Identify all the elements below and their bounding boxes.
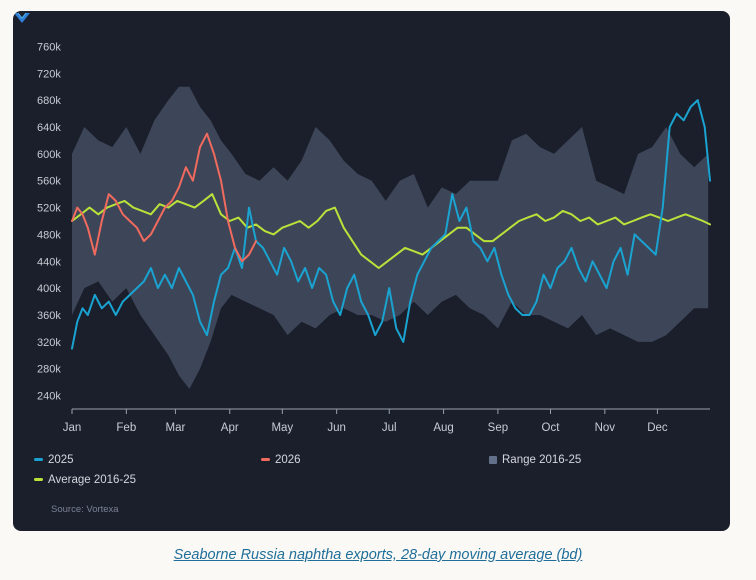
y-tick-label: 720k bbox=[37, 68, 61, 80]
chart-caption-link[interactable]: Seaborne Russia naphtha exports, 28-day … bbox=[173, 547, 583, 563]
legend-swatch-2025 bbox=[34, 458, 43, 462]
legend-label-2025: 2025 bbox=[48, 454, 74, 466]
range-band bbox=[72, 86, 709, 389]
y-tick-label: 240k bbox=[37, 391, 61, 403]
x-tick-label: Mar bbox=[166, 422, 186, 434]
x-tick-label: Jul bbox=[382, 422, 397, 434]
x-tick-label: Jun bbox=[327, 422, 346, 434]
x-tick-label: Jan bbox=[63, 422, 82, 434]
y-tick-label: 520k bbox=[37, 203, 61, 215]
legend-label-2026: 2026 bbox=[275, 454, 301, 466]
chart-card: 240k 280k 320k 360k 400k 440k 480k 520k 560k 600k… bbox=[13, 11, 730, 531]
x-tick-label: Dec bbox=[647, 422, 668, 434]
y-tick-label: 320k bbox=[37, 337, 61, 349]
y-tick-label: 560k bbox=[37, 176, 61, 188]
legend-label-average: Average 2016-25 bbox=[48, 474, 137, 486]
x-tick-label: Oct bbox=[542, 422, 561, 434]
legend-swatch-average bbox=[34, 478, 43, 482]
y-tick-label: 400k bbox=[37, 283, 61, 295]
series-2025-line bbox=[71, 99, 711, 350]
x-tick-label: Sep bbox=[488, 422, 508, 434]
y-tick-label: 680k bbox=[37, 95, 61, 107]
x-tick-label: Nov bbox=[595, 422, 616, 434]
y-tick-label: 280k bbox=[37, 364, 61, 376]
legend-item-2026[interactable]: 2026 bbox=[261, 454, 301, 466]
y-tick-label: 360k bbox=[37, 310, 61, 322]
series-average-line bbox=[71, 193, 711, 269]
y-tick-label: 760k bbox=[37, 41, 61, 53]
series-2026-line bbox=[71, 132, 257, 263]
legend-label-range: Range 2016-25 bbox=[502, 454, 582, 466]
x-tick-label: Feb bbox=[116, 422, 136, 434]
source-label: Source: Vortexa bbox=[51, 504, 119, 515]
y-tick-label: 480k bbox=[37, 229, 61, 241]
chart-plot: 240k 280k 320k 360k 400k 440k 480k 520k 560k 600k… bbox=[37, 41, 711, 434]
x-tick-label: Apr bbox=[221, 422, 239, 434]
y-tick-label: 600k bbox=[37, 149, 61, 161]
y-tick-label: 640k bbox=[37, 122, 61, 134]
x-tick-label: Aug bbox=[433, 422, 453, 434]
vortexa-logo-icon bbox=[14, 12, 30, 23]
legend-item-range[interactable]: Range 2016-25 bbox=[489, 454, 581, 466]
x-tick-label: May bbox=[271, 422, 293, 434]
legend-item-average[interactable]: Average 2016-25 bbox=[34, 474, 136, 486]
legend-swatch-2026 bbox=[261, 458, 270, 462]
legend-swatch-range bbox=[489, 455, 497, 464]
legend-item-2025[interactable]: 2025 bbox=[34, 454, 74, 466]
y-tick-label: 440k bbox=[37, 256, 61, 268]
